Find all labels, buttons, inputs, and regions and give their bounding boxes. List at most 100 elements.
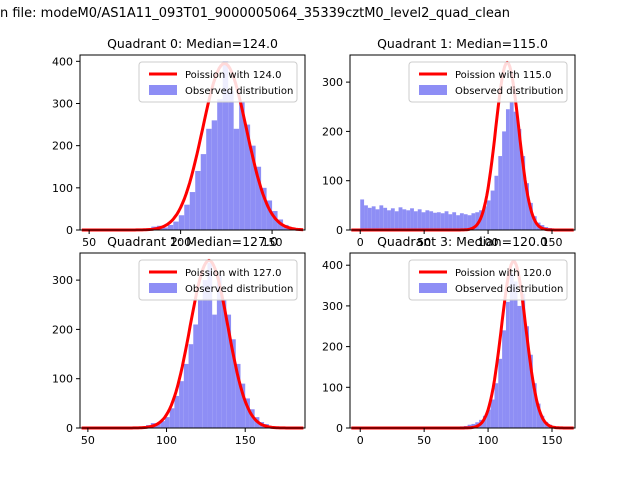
histogram-bar: [517, 128, 522, 230]
histogram-bar: [521, 156, 526, 230]
y-tick-label: 300: [322, 76, 343, 89]
histogram-bar: [502, 330, 506, 428]
histogram-bar: [240, 383, 246, 428]
legend-hist-label: Observed distribution: [455, 284, 563, 295]
x-tick-label: 150: [541, 236, 562, 249]
histogram-bar: [360, 199, 365, 230]
histogram-bar: [195, 170, 201, 230]
histogram-bar: [231, 339, 236, 428]
histogram-bar: [444, 211, 449, 230]
axes-box: [79, 54, 306, 231]
histogram-bar: [425, 210, 430, 230]
legend-hist-label: Observed distribution: [185, 86, 293, 97]
histogram-bar: [244, 124, 251, 230]
histogram-bar: [525, 183, 529, 230]
histogram-bar: [498, 358, 503, 428]
y-tick-label: 300: [52, 274, 73, 287]
histogram-bar: [272, 211, 278, 230]
axes-box: [349, 252, 576, 429]
subplot-title: Quadrant 1: Median=115.0: [377, 36, 548, 51]
histogram-bar: [167, 224, 174, 230]
histogram-bar: [216, 275, 222, 428]
histogram-bar: [536, 403, 541, 428]
histogram-bar: [173, 221, 179, 230]
histogram-bar: [463, 214, 468, 230]
histogram-bar: [482, 415, 487, 428]
legend-hist-label: Observed distribution: [455, 86, 563, 97]
histogram-bar: [198, 299, 203, 428]
histogram-bar: [174, 395, 180, 428]
histogram-bar: [367, 207, 372, 230]
y-tick-label: 400: [322, 259, 343, 272]
histogram-bar: [471, 213, 476, 230]
histogram-bar: [390, 208, 395, 230]
histogram-bar: [502, 131, 506, 230]
histogram-bar: [456, 215, 460, 230]
legend-patch-sample: [149, 283, 177, 293]
x-tick-label: 100: [156, 434, 177, 447]
legend: Poission with 127.0 Observed distribution: [138, 259, 298, 301]
histogram-bar: [394, 211, 399, 230]
histogram-bar: [429, 211, 434, 230]
y-tick-label: 300: [52, 97, 73, 110]
histogram-bar: [540, 415, 545, 428]
histogram-bar: [494, 175, 499, 230]
x-tick-label: 150: [262, 236, 283, 249]
histogram-bar: [490, 399, 495, 428]
histogram-bar: [532, 383, 537, 428]
histogram-bar: [233, 128, 240, 230]
histogram-bar: [513, 281, 518, 428]
histogram-bar: [217, 99, 223, 230]
legend-patch-sample: [419, 283, 447, 293]
histogram-bar: [375, 209, 380, 230]
histogram-bar: [371, 206, 376, 230]
observed-histogram: [360, 101, 568, 230]
histogram-bar: [521, 293, 526, 428]
histogram-bar: [266, 200, 273, 230]
histogram-bar: [459, 213, 464, 230]
legend-box: [408, 259, 568, 301]
histogram-bar: [517, 305, 522, 428]
y-tick-label: 100: [52, 182, 73, 195]
subplot-quadrant-1: 0 50 100 150 0 100 200 300 Quadrant 1: Median=11…: [322, 36, 576, 249]
histogram-bar: [505, 109, 510, 230]
histogram-bar: [188, 344, 194, 428]
histogram-bar: [467, 215, 472, 230]
histogram-bar: [228, 90, 234, 230]
histogram-bar: [178, 215, 185, 230]
histogram-bar: [513, 111, 518, 230]
x-tick-label: 0: [357, 434, 364, 447]
histogram-bar: [184, 204, 190, 230]
legend-curve-label: Poission with 120.0: [455, 268, 551, 279]
histogram-bar: [528, 354, 533, 428]
legend-patch-sample: [149, 85, 177, 95]
histogram-bar: [398, 207, 403, 230]
legend: Poission with 120.0 Observed distribution: [408, 259, 568, 301]
subplot-quadrant-0: 50 100 150 0 100 200 300 400 Quadrant 0: Median=…: [52, 36, 306, 249]
histogram-bar: [207, 262, 213, 428]
histogram-bar: [183, 363, 189, 428]
subplot-title: Quadrant 2: Median=127.0: [107, 234, 278, 249]
histogram-bar: [179, 381, 184, 428]
histogram-bar: [509, 273, 514, 428]
legend-curve-label: Poission with 124.0: [185, 70, 281, 81]
legend-curve-label: Poission with 115.0: [455, 70, 551, 81]
histogram-bar: [440, 213, 445, 230]
y-tick-label: 100: [322, 175, 343, 188]
histogram-bar: [402, 209, 407, 230]
x-tick-label: 50: [82, 236, 96, 249]
histogram-bar: [211, 120, 218, 230]
histogram-bar: [235, 363, 241, 428]
y-tick-label: 0: [66, 422, 73, 435]
y-tick-label: 0: [66, 224, 73, 237]
histogram-bar: [250, 145, 256, 230]
histogram-bar: [189, 192, 196, 230]
subplot-title: Quadrant 0: Median=124.0: [107, 36, 278, 51]
legend-box: [408, 61, 568, 103]
histogram-bar: [475, 212, 480, 230]
histogram-bar: [498, 156, 503, 230]
legend-hist-label: Observed distribution: [185, 284, 293, 295]
histogram-bar: [490, 190, 495, 230]
histogram-bar: [212, 314, 217, 428]
y-tick-label: 200: [52, 323, 73, 336]
